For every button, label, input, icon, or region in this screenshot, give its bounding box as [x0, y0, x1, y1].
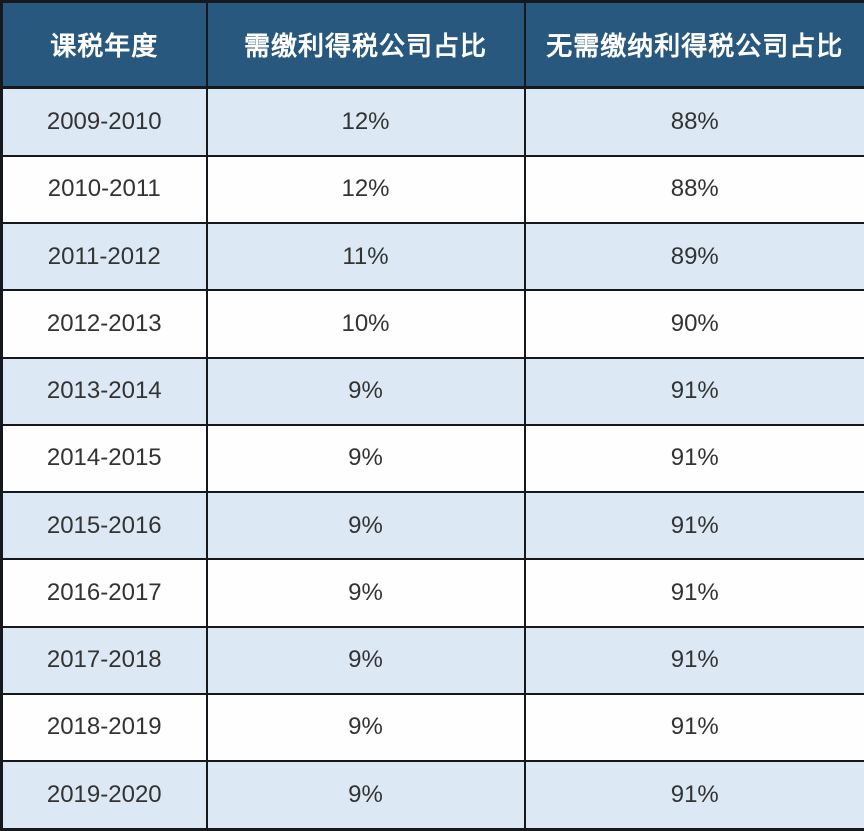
table-row: 2009-2010 12% 88% [0, 86, 864, 157]
untaxed-share-cell: 91% [523, 491, 864, 561]
table-row: 2016-2017 9% 91% [0, 558, 864, 628]
table-body: 2009-2010 12% 88% 2010-2011 12% 88% 2011… [0, 86, 864, 831]
taxed-share-cell: 9% [205, 356, 526, 426]
tax-year-cell: 2014-2015 [0, 423, 208, 494]
tax-year-cell: 2011-2012 [0, 222, 208, 292]
column-header-untaxed-share: 无需缴纳利得税公司占比 [523, 0, 864, 89]
untaxed-share-cell: 88% [523, 86, 864, 157]
untaxed-share-cell: 91% [523, 692, 864, 763]
table-row: 2012-2013 10% 90% [0, 289, 864, 359]
taxed-share-cell: 9% [205, 625, 526, 695]
tax-year-cell: 2012-2013 [0, 289, 208, 359]
tax-year-cell: 2009-2010 [0, 86, 208, 157]
table-row: 2019-2020 9% 91% [0, 760, 864, 831]
table-row: 2015-2016 9% 91% [0, 491, 864, 561]
taxed-share-cell: 9% [205, 491, 526, 561]
taxed-share-cell: 11% [205, 222, 526, 292]
tax-year-cell: 2016-2017 [0, 558, 208, 628]
untaxed-share-cell: 89% [523, 222, 864, 292]
untaxed-share-cell: 91% [523, 625, 864, 695]
taxed-share-cell: 10% [205, 289, 526, 359]
table-row: 2014-2015 9% 91% [0, 423, 864, 494]
table-row: 2017-2018 9% 91% [0, 625, 864, 695]
table-header: 课税年度 需缴利得税公司占比 无需缴纳利得税公司占比 [0, 0, 864, 89]
table-row: 2010-2011 12% 88% [0, 154, 864, 225]
tax-year-cell: 2013-2014 [0, 356, 208, 426]
tax-year-cell: 2019-2020 [0, 760, 208, 831]
table-row: 2018-2019 9% 91% [0, 692, 864, 763]
untaxed-share-cell: 91% [523, 356, 864, 426]
column-header-taxed-share: 需缴利得税公司占比 [205, 0, 526, 89]
taxed-share-cell: 9% [205, 692, 526, 763]
taxed-share-cell: 9% [205, 558, 526, 628]
header-row: 课税年度 需缴利得税公司占比 无需缴纳利得税公司占比 [0, 0, 864, 89]
tax-year-cell: 2010-2011 [0, 154, 208, 225]
taxed-share-cell: 12% [205, 86, 526, 157]
table-row: 2013-2014 9% 91% [0, 356, 864, 426]
untaxed-share-cell: 90% [523, 289, 864, 359]
untaxed-share-cell: 91% [523, 423, 864, 494]
taxed-share-cell: 12% [205, 154, 526, 225]
tax-year-cell: 2015-2016 [0, 491, 208, 561]
taxed-share-cell: 9% [205, 760, 526, 831]
column-header-tax-year: 课税年度 [0, 0, 208, 89]
table-row: 2011-2012 11% 89% [0, 222, 864, 292]
untaxed-share-cell: 91% [523, 558, 864, 628]
tax-year-cell: 2017-2018 [0, 625, 208, 695]
untaxed-share-cell: 91% [523, 760, 864, 831]
taxed-share-cell: 9% [205, 423, 526, 494]
untaxed-share-cell: 88% [523, 154, 864, 225]
tax-year-cell: 2018-2019 [0, 692, 208, 763]
